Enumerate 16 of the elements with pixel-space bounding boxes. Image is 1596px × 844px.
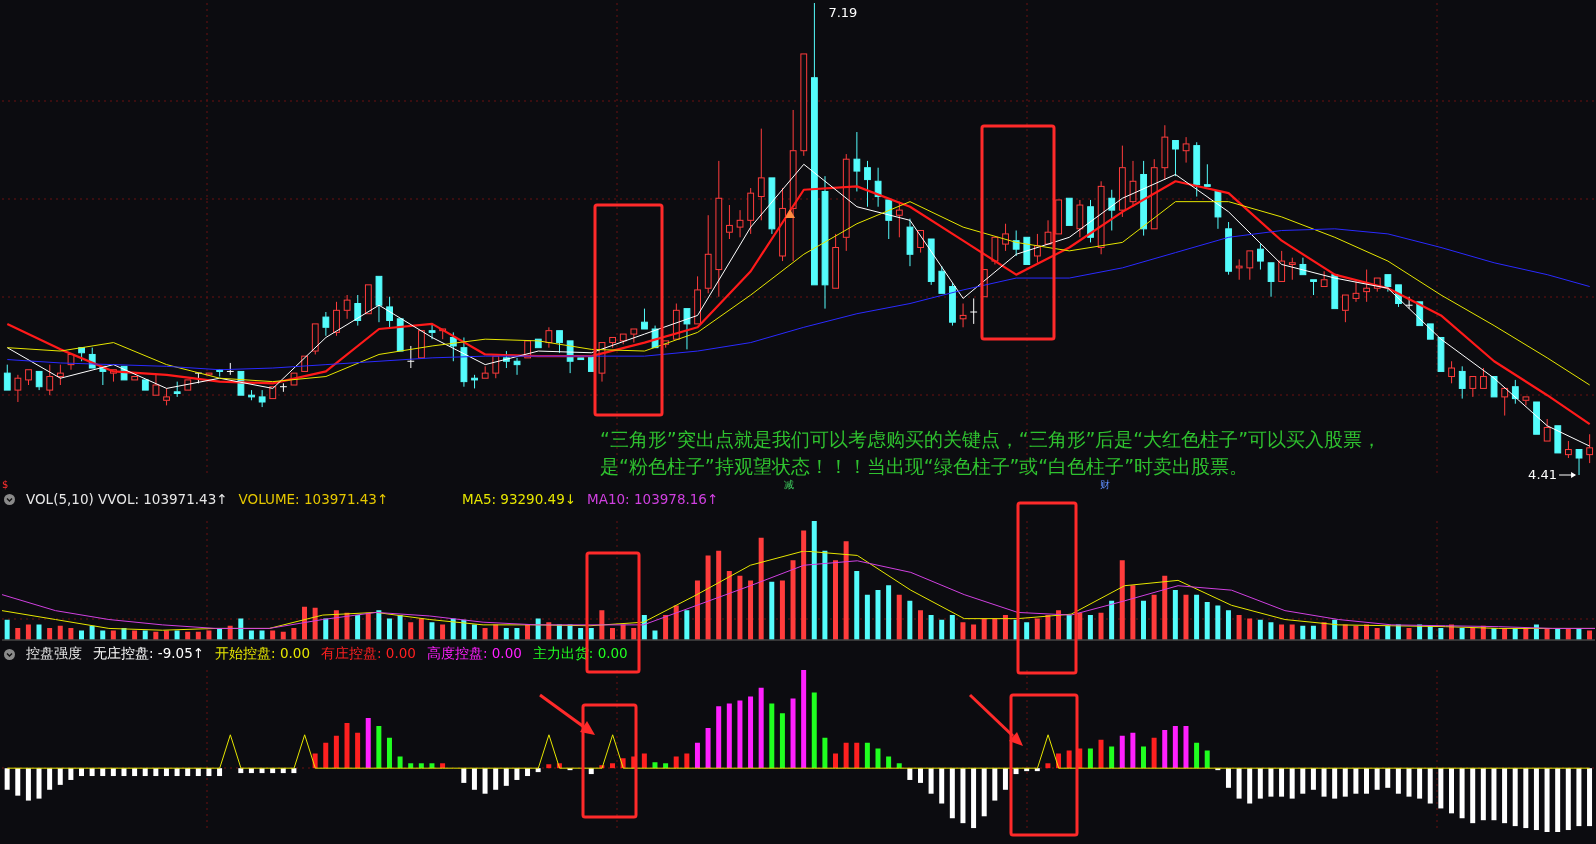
text: MA5: 93290.49↓ <box>462 491 577 507</box>
text: 减 <box>784 479 794 490</box>
annotation: 是“粉色柱子”持观望状态！！！当出现“绿色柱子”或“白色柱子”时卖出股票。 <box>600 455 1249 477</box>
chart-title: VOL(5,10) VVOL: 103971.43↑ <box>26 491 228 507</box>
text: 高度控盘: 0.00 <box>426 645 522 663</box>
annotation: 7.19 <box>828 4 858 20</box>
text: MA10: 103978.16↑ <box>587 491 719 507</box>
annotation: “三角形”突出点就是我们可以考虑购买的关键点，“三角形”后是“大红色柱子”可以买入股票， <box>600 428 1382 450</box>
text: $ <box>2 479 9 490</box>
text: 开始控盘: 0.00 <box>215 645 310 663</box>
chart-title: 控盘强度 <box>26 645 82 663</box>
text: 财 <box>1100 479 1110 490</box>
annotation: 4.41 <box>1528 466 1558 482</box>
text: 无庄控盘: -9.05↑ <box>93 645 205 663</box>
text: VOLUME: 103971.43↑ <box>238 491 389 507</box>
text: 有庄控盘: 0.00 <box>321 645 416 663</box>
